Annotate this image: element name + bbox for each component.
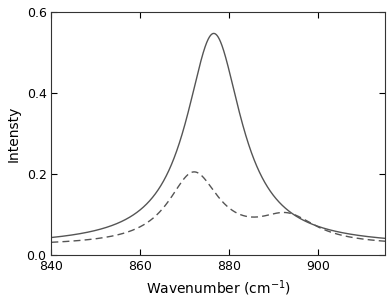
X-axis label: Wavenumber (cm$^{-1}$): Wavenumber (cm$^{-1}$) [146, 278, 291, 298]
Y-axis label: Intensty: Intensty [7, 105, 21, 162]
